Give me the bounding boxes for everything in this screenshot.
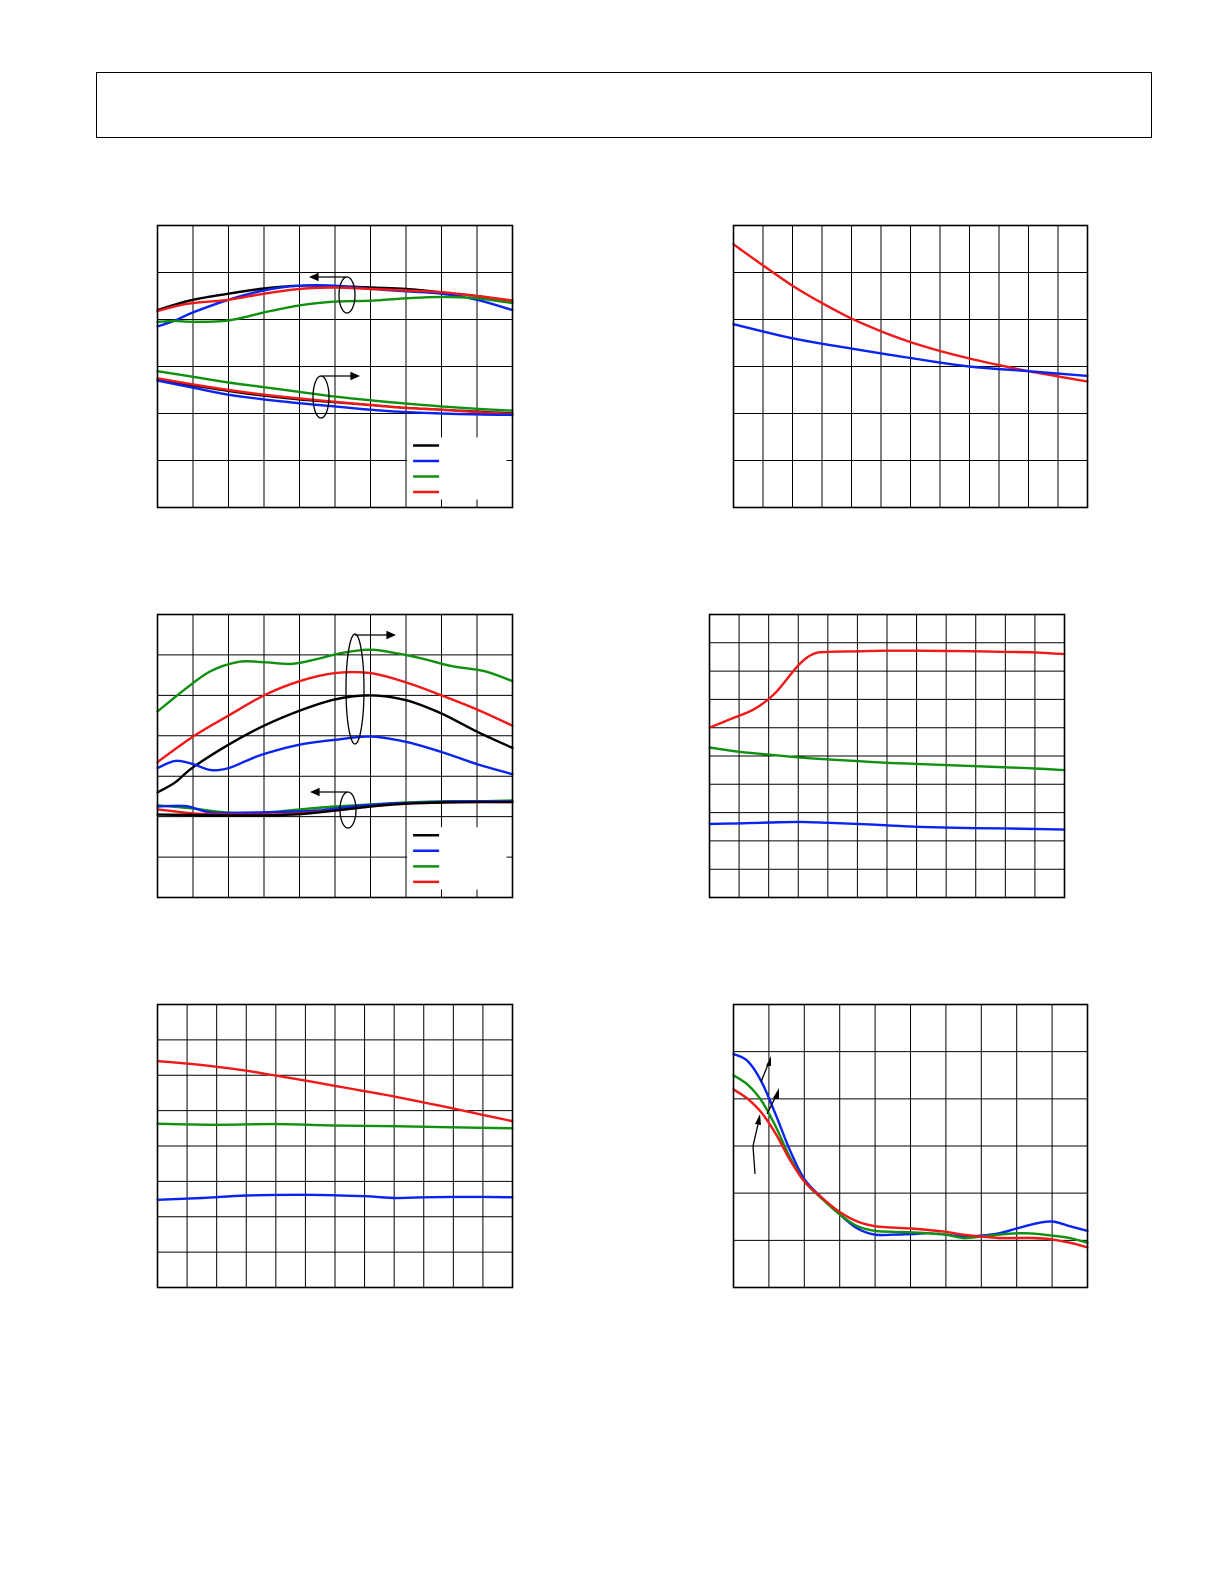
series-line-blue-7 [156, 379, 514, 417]
chart-panel-4 [708, 613, 1066, 899]
chart-panel-6 [732, 1003, 1089, 1289]
chart-panel-2 [732, 224, 1089, 509]
series-line-red-3 [156, 286, 514, 313]
series-line-blue-2 [156, 1193, 514, 1201]
series-line-red-2 [732, 1088, 1089, 1249]
grid [157, 614, 513, 898]
arrow-head-icon [310, 787, 320, 797]
series-line-red-0 [156, 1059, 514, 1123]
series-line-blue-2 [708, 820, 1066, 831]
legend-background [407, 437, 507, 500]
grid [709, 614, 1065, 898]
chart-frame [156, 224, 514, 509]
arrow-head-icon [386, 630, 396, 640]
chart-frame [708, 613, 1066, 899]
series-line-green-0 [156, 648, 514, 713]
arrow-head-icon [309, 272, 319, 282]
chart-panel-5 [156, 1003, 514, 1289]
series-line-green-1 [708, 746, 1066, 772]
chart-5 [156, 1003, 514, 1289]
pointer-arrow-head-icon [755, 1114, 761, 1125]
series-line-blue-1 [156, 283, 514, 328]
chart-panel-1 [156, 224, 514, 509]
arrow-head-icon [350, 371, 360, 381]
series-line-blue-1 [732, 323, 1089, 378]
pointer-arrow-head-icon [773, 1088, 779, 1099]
series-line-red-1 [156, 670, 514, 764]
series-line-green-1 [156, 1122, 514, 1130]
series-line-green-2 [156, 295, 514, 324]
page-header-box [96, 72, 1152, 138]
series-line-black-2 [156, 694, 514, 794]
chart-2 [732, 224, 1089, 509]
series-line-red-6 [156, 377, 514, 416]
chart-frame [156, 1003, 514, 1289]
chart-panel-3 [156, 613, 514, 899]
chart-4 [708, 613, 1066, 899]
pointer-arrow-head-icon [766, 1056, 771, 1066]
chart-frame [732, 224, 1089, 509]
chart-6 [732, 1003, 1089, 1289]
grid [733, 1004, 1088, 1288]
chart-3 [156, 613, 514, 899]
series-line-blue-0 [732, 1052, 1089, 1238]
pointer-arrow-line [752, 1119, 760, 1175]
chart-1 [156, 224, 514, 509]
series-line-blue-3 [156, 735, 514, 776]
series-group-ellipse [345, 633, 365, 745]
series-line-green-1 [732, 1074, 1089, 1244]
series-line-black-7 [156, 800, 514, 817]
series-group-ellipse [312, 375, 330, 419]
grid [157, 1004, 513, 1288]
chart-frame [732, 1003, 1089, 1289]
grid [733, 225, 1088, 508]
chart-frame [156, 613, 514, 899]
legend-background [407, 827, 507, 890]
series-line-green-4 [156, 370, 514, 412]
series-group-ellipse [338, 276, 356, 314]
series-line-red-0 [708, 649, 1066, 729]
